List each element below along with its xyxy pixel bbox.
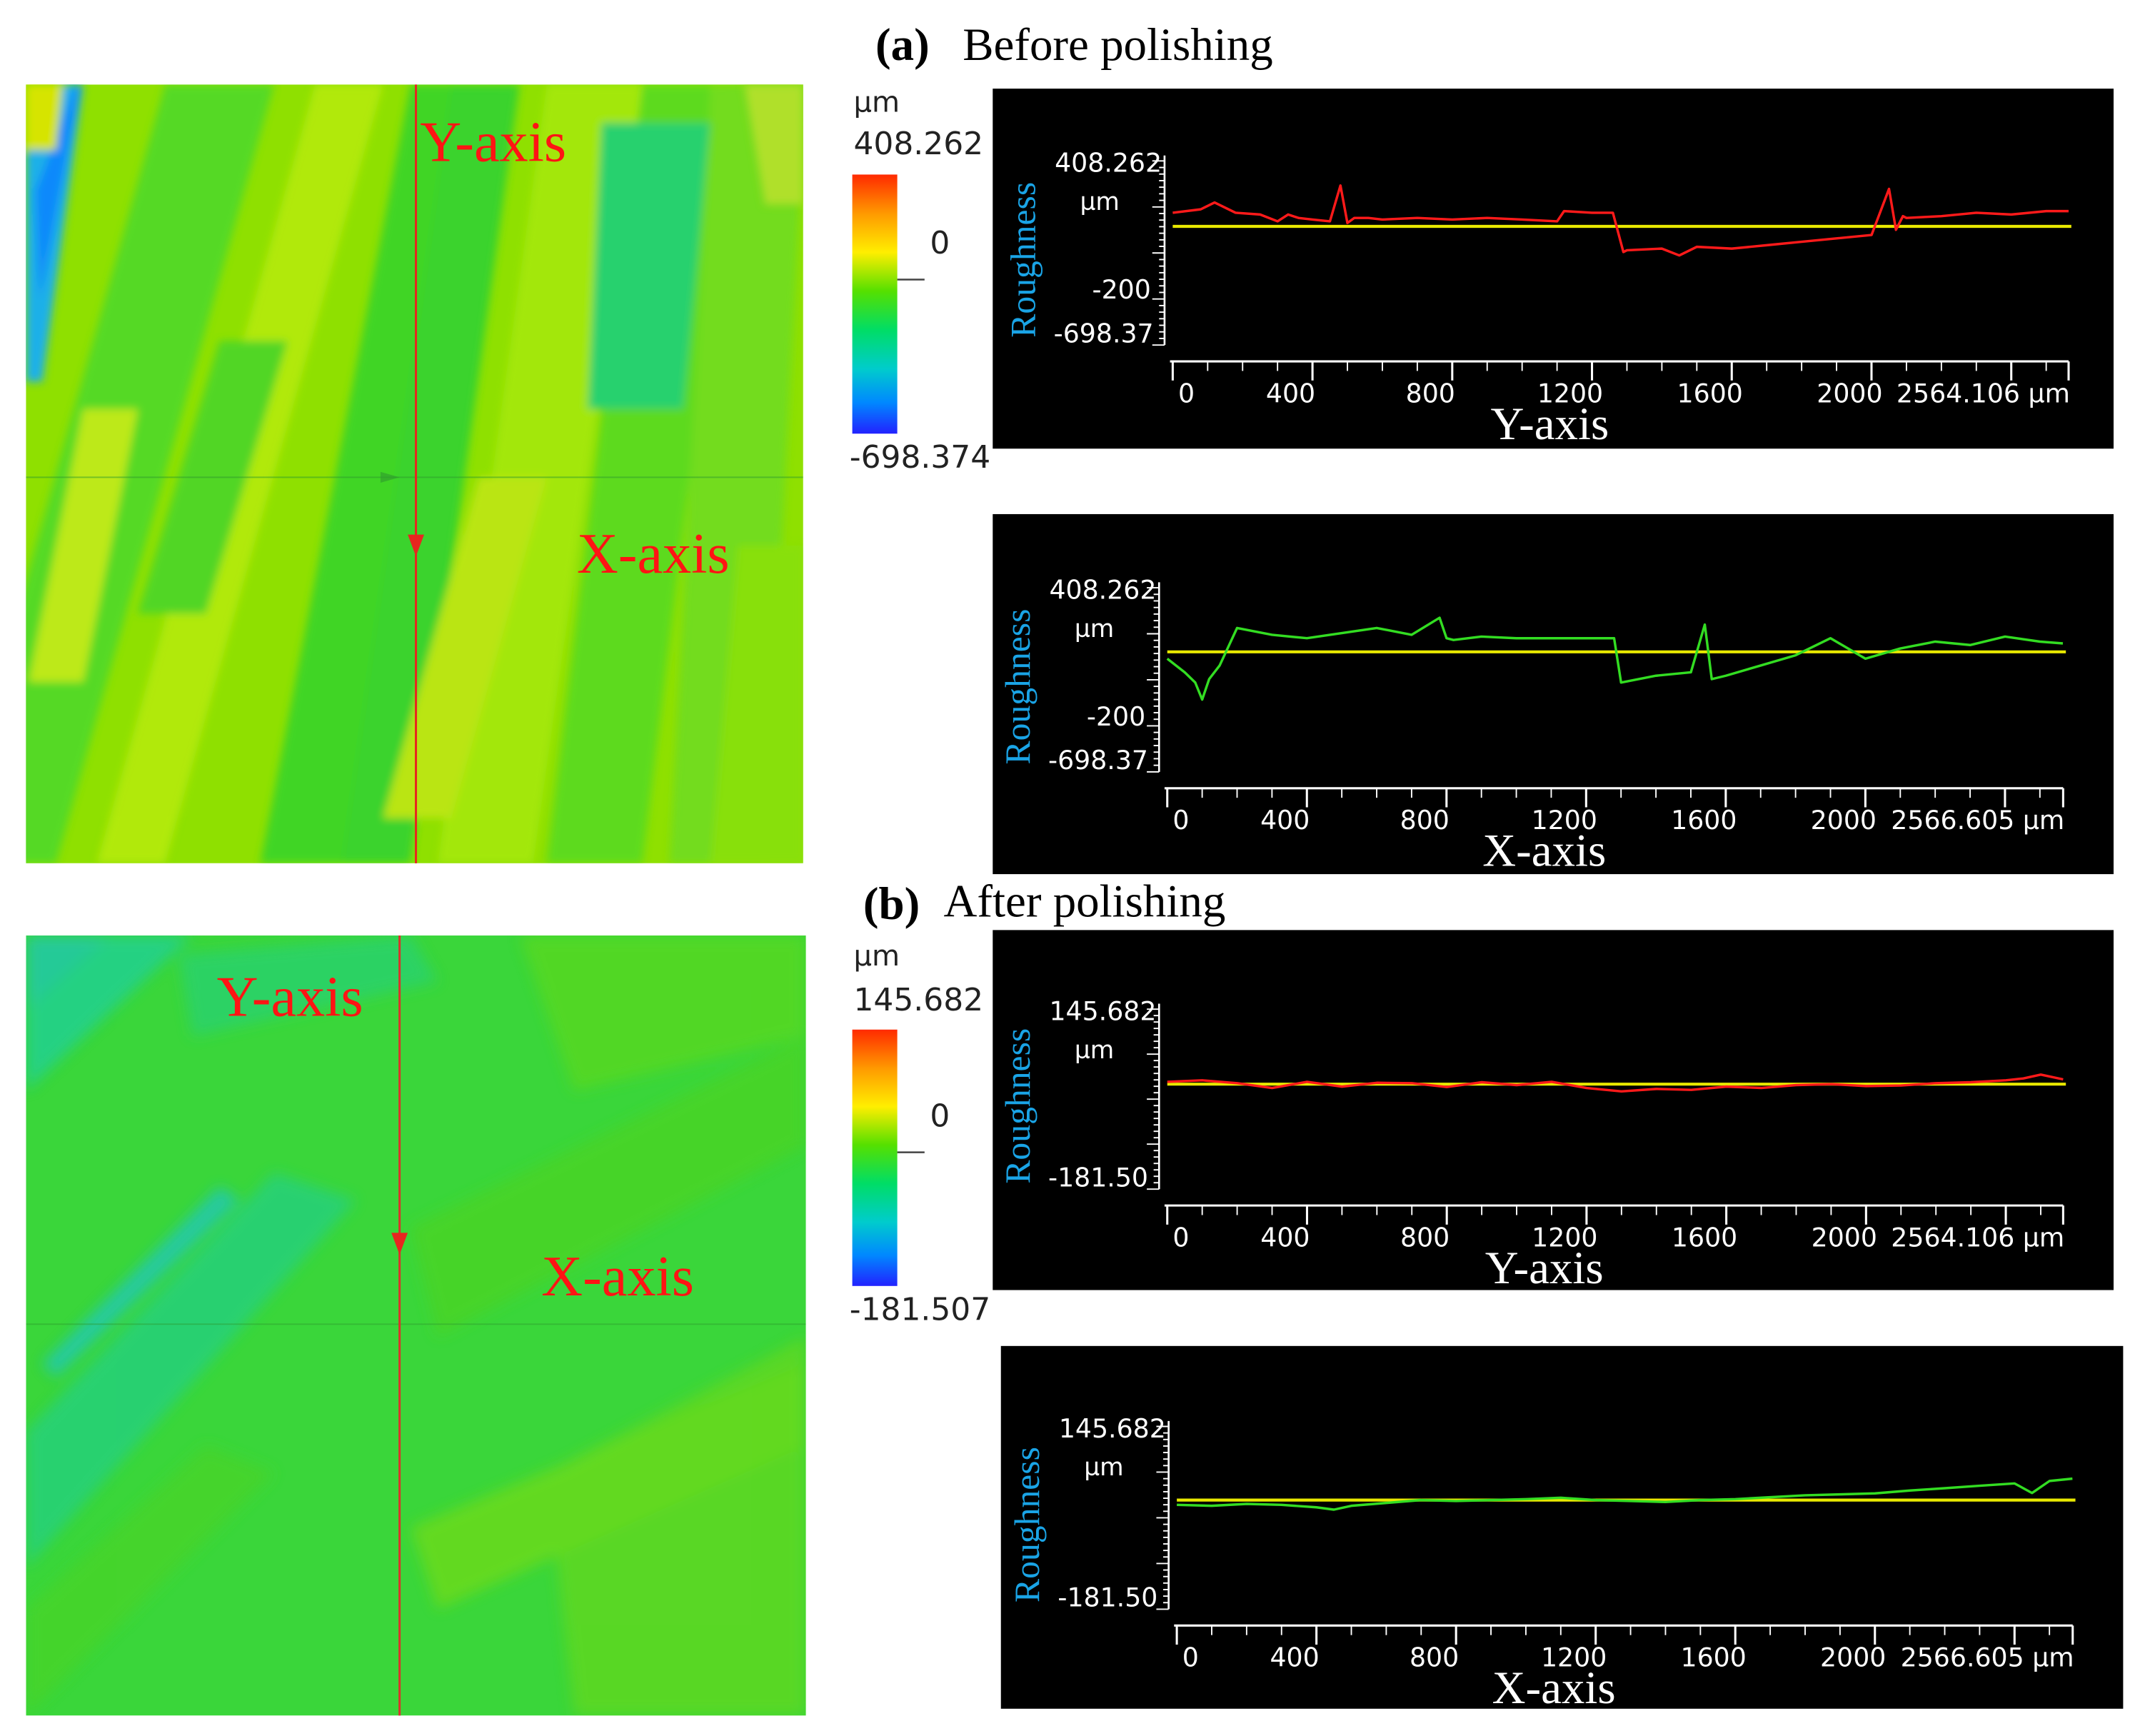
colorbar-min-label: -181.507 [850, 1292, 990, 1328]
profile-plot-before-x: Roughness 408.262 µm -200 -698.37 0 400 800 1200… [993, 513, 2114, 877]
roughness-profile-line [1177, 1477, 2073, 1511]
plot-background [993, 930, 2114, 1290]
x-tick-label: 1600 [1677, 378, 1743, 408]
y-tick-top-label: 408.262 [1049, 574, 1156, 605]
x-tick-label: 1200 [1532, 805, 1597, 836]
y-tick-mid-label: -200 [1092, 274, 1150, 305]
profile-plot-after-x: Roughness 145.682 µm -181.50 0 400 800 1200 1600… [1000, 1345, 2124, 1714]
y-tick-bottom-label: -698.37 [1054, 318, 1154, 348]
colorbar-mid-label: 0 [930, 225, 950, 261]
x-axis-title: X-axis [1492, 1662, 1616, 1714]
panel-b-title: After polishing [944, 875, 1226, 927]
roughness-profile-line [1172, 184, 2069, 257]
y-axis-arrow-after [391, 1233, 408, 1255]
colorbar-gradient [852, 1029, 898, 1286]
map-x-axis-label-before: X-axis [577, 523, 730, 586]
y-tick-unit-label: µm [1080, 188, 1120, 216]
x-tick-label: 0 [1172, 805, 1189, 836]
roughness-axis-label: Roughness [1003, 182, 1043, 338]
y-tick-bottom-label: -181.50 [1058, 1582, 1157, 1613]
x-tick-label: 800 [1400, 1222, 1450, 1253]
roughness-axis-label: Roughness [1008, 1447, 1047, 1602]
x-tick-label: 400 [1266, 378, 1315, 408]
colorbar-unit: µm [854, 940, 900, 973]
x-tick-label: 1200 [1537, 378, 1603, 408]
plot-background [993, 89, 2114, 449]
colorbar-unit: µm [854, 86, 900, 119]
x-axis-title: Y-axis [1490, 398, 1609, 450]
plot-background [1000, 1345, 2124, 1709]
x-tick-label: 400 [1260, 1222, 1310, 1253]
roughness-profile-line [1166, 616, 2064, 701]
colorbar-gradient [852, 174, 898, 434]
roughness-axis-label: Roughness [998, 609, 1038, 765]
x-tick-end-label: 2566.605 µm [1901, 1642, 2074, 1673]
x-tick-label: 0 [1178, 378, 1195, 408]
x-tick-label: 800 [1400, 805, 1450, 836]
x-tick-label: 0 [1172, 1222, 1189, 1253]
roughness-axis-label: Roughness [998, 1028, 1038, 1184]
map-y-axis-label-after: Y-axis [217, 966, 363, 1029]
map-y-axis-label-before: Y-axis [420, 111, 566, 174]
x-tick-label: 1200 [1532, 1222, 1597, 1253]
profile-plot-after-y: Roughness 145.682 µm -181.50 0 400 800 1200 1600… [993, 930, 2114, 1294]
y-axis-arrow-before [408, 534, 424, 557]
y-tick-top-label: 408.262 [1055, 148, 1162, 179]
colorbar-before: µm 408.262 0 -698.374 [850, 86, 990, 476]
x-axis-title: X-axis [1482, 826, 1606, 877]
colorbar-min-label: -698.374 [850, 439, 990, 476]
x-tick-label: 1600 [1671, 805, 1737, 836]
x-tick-label: 2000 [1820, 1642, 1886, 1673]
x-tick-end-label: 2564.106 µm [1891, 1222, 2064, 1253]
x-tick-label: 400 [1270, 1642, 1319, 1673]
colorbar-mid-label: 0 [930, 1098, 950, 1134]
x-tick-label: 800 [1410, 1642, 1459, 1673]
panel-a-title: Before polishing [963, 19, 1272, 71]
x-axis-title: Y-axis [1485, 1243, 1604, 1294]
roughness-profile-line [1167, 1073, 2064, 1093]
x-tick-label: 400 [1260, 805, 1310, 836]
x-tick-label: 0 [1182, 1642, 1199, 1673]
x-tick-label: 2000 [1811, 805, 1877, 836]
colorbar-max-label: 145.682 [854, 982, 984, 1018]
x-tick-label: 2000 [1817, 378, 1882, 408]
x-tick-label: 2000 [1812, 1222, 1877, 1253]
x-tick-end-label: 2564.106 µm [1897, 378, 2070, 408]
panel-a-tag: (a) [875, 19, 930, 71]
y-tick-unit-label: µm [1075, 615, 1114, 643]
surface-map-before: Y-axis X-axis [26, 84, 803, 863]
map-x-axis-label-after: X-axis [541, 1245, 694, 1308]
colorbar-after: µm 145.682 0 -181.507 [850, 940, 990, 1328]
y-tick-top-label: 145.682 [1049, 995, 1156, 1026]
y-tick-unit-label: µm [1075, 1036, 1114, 1065]
x-tick-label: 1600 [1681, 1642, 1747, 1673]
profile-plot-before-y: Roughness 408.262 µm -200 -698.37 0 400 800 1200… [993, 89, 2114, 450]
y-tick-bottom-label: -698.37 [1048, 745, 1148, 776]
y-tick-top-label: 145.682 [1059, 1413, 1166, 1444]
x-tick-label: 1600 [1672, 1222, 1737, 1253]
plot-background [993, 513, 2114, 875]
panel-b-tag: (b) [863, 878, 920, 930]
x-tick-label: 1200 [1541, 1642, 1607, 1673]
colorbar-max-label: 408.262 [854, 126, 984, 162]
y-tick-mid-label: -200 [1087, 701, 1145, 732]
surface-map-after: Y-axis X-axis [26, 935, 806, 1716]
x-tick-label: 800 [1406, 378, 1455, 408]
y-tick-bottom-label: -181.50 [1048, 1162, 1148, 1193]
x-tick-end-label: 2566.605 µm [1891, 805, 2064, 836]
y-tick-unit-label: µm [1084, 1453, 1123, 1482]
